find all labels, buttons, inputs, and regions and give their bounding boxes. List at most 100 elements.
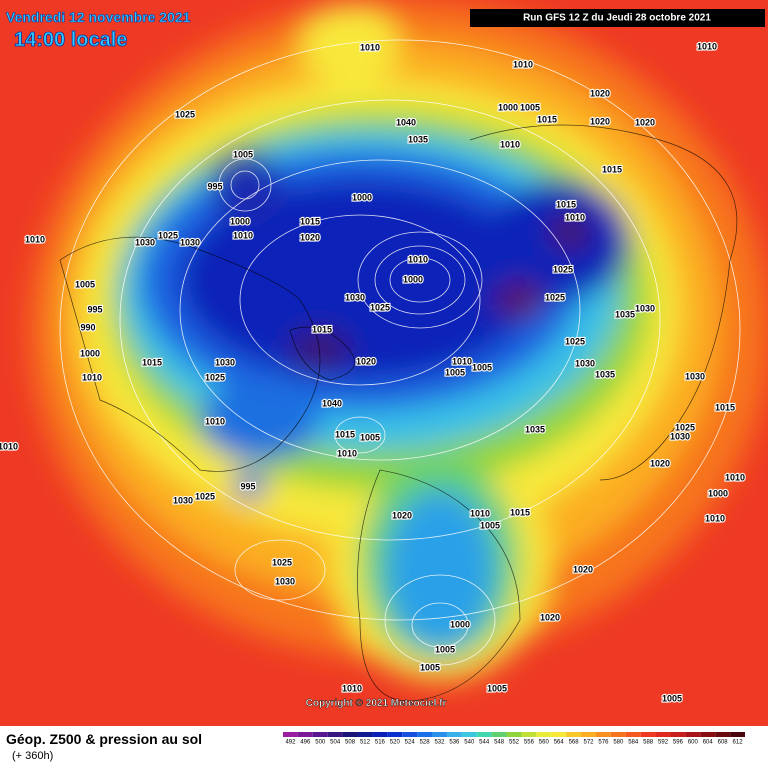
isobar-label: 1010 bbox=[25, 234, 45, 244]
legend-swatch bbox=[387, 732, 403, 737]
isobar-label: 1000 bbox=[498, 102, 518, 112]
isobar-label: 1025 bbox=[565, 336, 585, 346]
isobar-label: 1025 bbox=[675, 422, 695, 432]
isobar-label: 1005 bbox=[360, 432, 380, 442]
isobar-label: 1005 bbox=[420, 662, 440, 672]
isobar-label: 1015 bbox=[142, 357, 162, 367]
isobar-label: 990 bbox=[80, 322, 95, 332]
legend-label: 580 bbox=[613, 740, 624, 746]
isobar-label: 1005 bbox=[520, 102, 540, 112]
isobar-label: 1030 bbox=[345, 292, 365, 302]
legend-label: 604 bbox=[703, 740, 714, 746]
isobar-labels: 1010101010101025104010351005995100010101… bbox=[0, 40, 746, 704]
legend-swatch bbox=[312, 732, 328, 737]
isobar-label: 1020 bbox=[590, 88, 610, 98]
legend-label: 548 bbox=[494, 740, 505, 746]
legend-label: 576 bbox=[598, 740, 609, 746]
isobar-label: 1000 bbox=[352, 192, 372, 202]
isobar-label: 1020 bbox=[356, 356, 376, 366]
legend-label: 544 bbox=[479, 740, 490, 746]
legend-label: 516 bbox=[375, 740, 386, 746]
isobar-label: 1030 bbox=[670, 431, 690, 441]
footer-title: Géop. Z500 & pression au sol bbox=[6, 731, 202, 747]
legend-swatch bbox=[700, 732, 716, 737]
isobar-label: 1025 bbox=[195, 491, 215, 501]
copyright: Copyright © 2021 Meteociel.fr bbox=[306, 698, 447, 709]
isobar-label: 995 bbox=[87, 304, 102, 314]
isobar-label: 1010 bbox=[233, 230, 253, 240]
legend-label: 496 bbox=[300, 740, 311, 746]
legend-swatch bbox=[715, 732, 731, 737]
legend-swatch bbox=[372, 732, 388, 737]
isobar-label: 1010 bbox=[500, 139, 520, 149]
isobar-label: 1010 bbox=[705, 513, 725, 523]
legend-swatch bbox=[581, 732, 596, 737]
legend-label: 552 bbox=[509, 740, 520, 746]
legend-label: 508 bbox=[345, 740, 356, 746]
legend-label: 520 bbox=[390, 740, 401, 746]
isobar-label: 1015 bbox=[300, 216, 320, 226]
isobar-label: 1005 bbox=[662, 693, 682, 703]
isobar-label: 1000 bbox=[80, 348, 100, 358]
legend-label: 564 bbox=[554, 740, 565, 746]
isobar-label: 1035 bbox=[595, 369, 615, 379]
legend-label: 500 bbox=[315, 740, 326, 746]
isobar-label: 1020 bbox=[300, 232, 320, 242]
legend-swatch bbox=[461, 732, 477, 737]
isobar-label: 1010 bbox=[82, 372, 102, 382]
map-date: Vendredi 12 novembre 2021 bbox=[6, 9, 191, 25]
isobar-label: 1000 bbox=[403, 274, 423, 284]
legend-swatch bbox=[536, 732, 552, 737]
isobar-label: 1025 bbox=[272, 557, 292, 567]
legend-swatch bbox=[506, 732, 522, 737]
isobar-label: 1010 bbox=[337, 448, 357, 458]
isobar-label: 1015 bbox=[537, 114, 557, 124]
legend-swatch bbox=[640, 732, 656, 737]
isobar-label: 1025 bbox=[205, 372, 225, 382]
isobar-label: 1010 bbox=[205, 416, 225, 426]
isobar-label: 1020 bbox=[650, 458, 670, 468]
run-info: Run GFS 12 Z du Jeudi 28 octobre 2021 bbox=[523, 13, 711, 24]
isobar-label: 1015 bbox=[715, 402, 735, 412]
legend-swatch bbox=[551, 732, 567, 737]
isobar-label: 1005 bbox=[233, 149, 253, 159]
legend-label: 556 bbox=[524, 740, 535, 746]
isobar-label: 1035 bbox=[408, 134, 428, 144]
isobar-label: 1015 bbox=[335, 429, 355, 439]
isobar-label: 1030 bbox=[215, 357, 235, 367]
legend-swatch bbox=[595, 732, 611, 737]
isobar-label: 1020 bbox=[573, 564, 593, 574]
map-time: 14:00 locale bbox=[14, 29, 127, 51]
isobar-label: 1005 bbox=[75, 279, 95, 289]
isobar-label: 1030 bbox=[180, 237, 200, 247]
isobar-label: 1025 bbox=[370, 302, 390, 312]
isobar-label: 1010 bbox=[342, 683, 362, 693]
legend-label: 504 bbox=[330, 740, 341, 746]
legend-label: 572 bbox=[584, 740, 595, 746]
legend-swatch bbox=[417, 732, 433, 737]
legend-swatch bbox=[730, 732, 745, 737]
isobar-label: 1040 bbox=[396, 117, 416, 127]
isobar-label: 1010 bbox=[470, 508, 490, 518]
isobar-label: 1005 bbox=[445, 367, 465, 377]
legend-swatch bbox=[357, 732, 373, 737]
legend-swatch bbox=[521, 732, 537, 737]
legend-label: 532 bbox=[434, 740, 445, 746]
legend-label: 536 bbox=[449, 740, 460, 746]
legend-swatch bbox=[283, 732, 298, 737]
isobar-label: 1010 bbox=[360, 42, 380, 52]
legend-swatch bbox=[446, 732, 462, 737]
legend-label: 512 bbox=[360, 740, 371, 746]
field bbox=[0, 0, 768, 726]
isobar-label: 1010 bbox=[452, 356, 472, 366]
legend-label: 584 bbox=[628, 740, 639, 746]
isobar-label: 1025 bbox=[175, 109, 195, 119]
isobar-label: 1025 bbox=[158, 230, 178, 240]
isobar-label: 1040 bbox=[322, 398, 342, 408]
isobar-label: 1030 bbox=[635, 303, 655, 313]
legend-label: 608 bbox=[718, 740, 729, 746]
isobar-label: 1005 bbox=[472, 362, 492, 372]
legend-swatch bbox=[342, 732, 358, 737]
legend-swatch bbox=[327, 732, 343, 737]
